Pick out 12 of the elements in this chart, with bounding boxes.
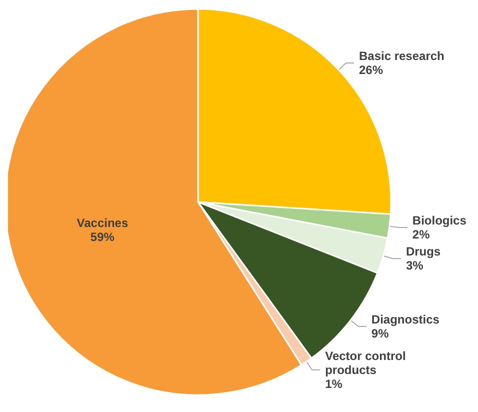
data-label: 59% xyxy=(90,230,115,244)
data-label: 26% xyxy=(358,63,384,78)
data-label: 2% xyxy=(412,227,430,242)
slice-label: Biologics xyxy=(412,213,467,228)
slice-label: Basic research xyxy=(358,49,444,64)
data-label: 9% xyxy=(371,326,390,340)
slice-label: Vaccines xyxy=(76,216,128,230)
slice-label: Drugs xyxy=(406,244,441,259)
data-label: 1% xyxy=(325,376,343,391)
slice-label: Diagnostics xyxy=(371,312,440,326)
slice-label: Vector control products xyxy=(325,348,406,377)
data-label: 3% xyxy=(406,258,424,273)
